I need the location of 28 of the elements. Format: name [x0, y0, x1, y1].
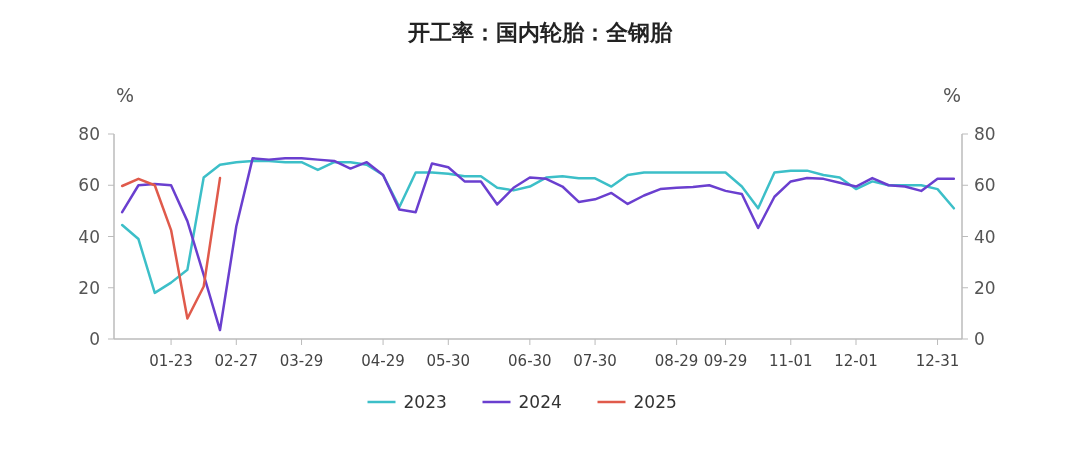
x-tick-label: 04-29: [361, 352, 405, 370]
x-tick-label: 12-31: [915, 352, 960, 370]
y2-tick-label: 40: [974, 226, 996, 247]
x-tick-label: 12-01: [834, 352, 878, 370]
legend-label: 2024: [518, 392, 562, 412]
y2-tick-label: 80: [974, 124, 996, 144]
legend-label: 2025: [633, 392, 677, 412]
y-tick-label: 80: [78, 124, 100, 144]
chart-title: 开工率：国内轮胎：全钢胎: [407, 20, 673, 45]
x-tick-label: 07-30: [573, 352, 617, 370]
x-tick-label: 05-30: [426, 352, 471, 370]
y2-tick-label: 0: [974, 329, 985, 349]
y-tick-label: 0: [89, 329, 100, 349]
x-tick-label: 06-30: [508, 352, 552, 370]
x-tick-label: 08-29: [654, 352, 699, 370]
x-tick-label: 02-27: [214, 352, 259, 370]
x-tick-label: 11-01: [768, 352, 813, 370]
y-tick-label: 60: [78, 175, 100, 196]
y-axis-title: %: [115, 84, 135, 106]
y-tick-label: 40: [78, 226, 100, 247]
x-tick-label: 01-23: [149, 352, 193, 370]
x-tick-label: 03-29: [279, 352, 324, 370]
y2-tick-label: 60: [974, 175, 996, 196]
legend-label: 2023: [403, 392, 447, 412]
y2-axis-title: %: [942, 84, 962, 106]
x-tick-label: 09-29: [703, 352, 748, 370]
y2-tick-label: 20: [974, 277, 996, 298]
y-tick-label: 20: [78, 277, 100, 298]
